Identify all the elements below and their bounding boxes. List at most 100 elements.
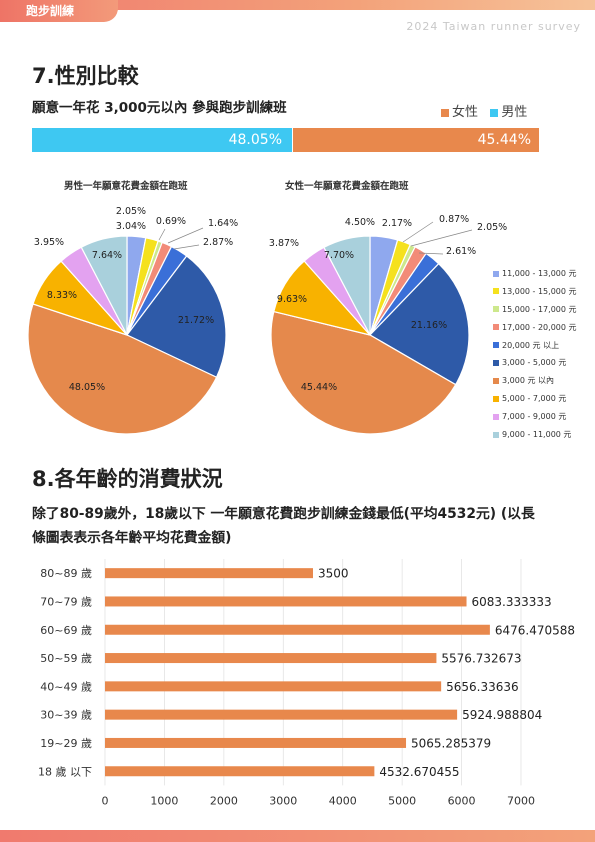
pie-legend-label: 15,000 - 17,000 元 bbox=[502, 304, 577, 314]
x-tick-label: 6000 bbox=[448, 794, 476, 807]
pie-slice bbox=[27, 303, 218, 435]
y-category-label: 40~49 歲 bbox=[40, 679, 92, 693]
pie-legend-swatch bbox=[493, 342, 499, 349]
pie-data-label: 2.87% bbox=[203, 237, 233, 248]
bar-value-label: 6476.470588 bbox=[495, 623, 575, 637]
pie-data-label: 0.69% bbox=[156, 216, 186, 227]
bar bbox=[105, 709, 458, 720]
bar bbox=[105, 624, 490, 635]
pie-legend-swatch bbox=[493, 395, 499, 402]
legend-male-label: 男性 bbox=[501, 105, 528, 120]
section8-subtitle-line2: 條圖表表示各年齡平均花費金額) bbox=[32, 530, 232, 546]
pie-legend-item: 5,000 - 7,000 元 bbox=[493, 393, 577, 411]
bar-value-label: 3500 bbox=[318, 567, 349, 581]
female-share-bar: 45.44% bbox=[293, 128, 539, 152]
x-tick-label: 4000 bbox=[329, 794, 357, 807]
y-category-label: 70~79 歲 bbox=[40, 594, 92, 608]
pie-legend-label: 11,000 - 13,000 元 bbox=[502, 269, 577, 278]
bar-value-label: 4532.670455 bbox=[379, 765, 459, 779]
top-accent-bar bbox=[0, 0, 595, 10]
pie-legend-item: 13,000 - 15,000 元 bbox=[493, 286, 577, 304]
pie-legend-item: 11,000 - 13,000 元 bbox=[493, 268, 577, 286]
x-tick-label: 5000 bbox=[388, 794, 416, 807]
pie-data-label: 7.64% bbox=[92, 250, 122, 261]
bar-value-label: 5065.285379 bbox=[411, 736, 491, 750]
pie-data-label: 4.50% bbox=[345, 217, 375, 228]
female-pie-chart: 4.50% 2.17% 0.87% 2.05% 2.61% 21.16% 45.44% 9.6… bbox=[269, 214, 507, 435]
section-tag: 跑步訓練 bbox=[0, 0, 118, 22]
y-category-label: 18 歲 以下 bbox=[38, 764, 92, 778]
pie-leader-line bbox=[173, 244, 200, 250]
y-category-label: 60~69 歲 bbox=[40, 623, 92, 637]
section8-title: 8.各年齡的消費狀況 bbox=[32, 467, 223, 491]
section8-subtitle-line1: 除了80-89歲外，18歲以下 一年願意花費跑步訓練金錢最低(平均4532元) … bbox=[32, 506, 535, 522]
bar-value-label: 5576.732673 bbox=[441, 652, 521, 666]
pie-data-label: 3.95% bbox=[34, 237, 64, 248]
pie-data-label: 9.63% bbox=[277, 294, 307, 305]
pie-slice bbox=[126, 255, 227, 379]
bar-value-label: 5656.33636 bbox=[446, 680, 519, 694]
y-category-label: 19~29 歲 bbox=[40, 736, 92, 750]
pie-legend-label: 3,000 元 以內 bbox=[502, 376, 554, 386]
pie-legend-swatch bbox=[493, 288, 499, 295]
age-spending-bar-chart: 0 1000 2000 3000 4000 5000 6000 7000 80~89 歲 3500… bbox=[38, 559, 575, 807]
bar bbox=[105, 568, 313, 579]
legend-male: 男性 bbox=[490, 105, 527, 120]
survey-caption: 2024 Taiwan runner survey bbox=[406, 20, 581, 33]
pie-legend-item: 20,000 元 以上 bbox=[493, 340, 577, 358]
y-category-label: 50~59 歲 bbox=[40, 651, 92, 665]
legend-female-swatch bbox=[441, 108, 449, 117]
bar bbox=[105, 596, 467, 607]
male-pie-title: 男性一年願意花費金額在跑班 bbox=[64, 181, 188, 192]
pie-data-label: 7.70% bbox=[324, 250, 354, 261]
male-share-bar: 48.05% bbox=[32, 128, 292, 152]
bar-value-label: 6083.333333 bbox=[472, 595, 552, 609]
pie-data-label: 2.17% bbox=[382, 218, 412, 229]
bar bbox=[105, 681, 442, 692]
pie-legend-label: 5,000 - 7,000 元 bbox=[502, 394, 567, 404]
pie-legend-item: 15,000 - 17,000 元 bbox=[493, 304, 577, 322]
x-tick-label: 0 bbox=[102, 794, 109, 807]
pie-data-label: 3.87% bbox=[269, 238, 299, 249]
x-tick-label: 2000 bbox=[210, 794, 238, 807]
pie-legend-item: 7,000 - 9,000 元 bbox=[493, 411, 577, 429]
pie-legend-label: 17,000 - 20,000 元 bbox=[502, 322, 577, 332]
pie-legend-item: 17,000 - 20,000 元 bbox=[493, 322, 577, 340]
pie-data-label: 8.33% bbox=[47, 290, 77, 301]
y-category-label: 80~89 歲 bbox=[40, 566, 92, 580]
legend-female-label: 女性 bbox=[452, 105, 479, 120]
bar bbox=[105, 766, 375, 777]
x-tick-label: 7000 bbox=[507, 794, 535, 807]
pie-slice bbox=[369, 262, 470, 386]
pie-legend-label: 13,000 - 15,000 元 bbox=[502, 286, 577, 296]
pie-legend-swatch bbox=[493, 431, 499, 438]
pie-legend-label: 7,000 - 9,000 元 bbox=[502, 412, 567, 422]
pie-leader-line bbox=[158, 228, 166, 241]
x-tick-label: 3000 bbox=[269, 794, 297, 807]
pie-leader-line bbox=[402, 221, 434, 243]
pie-legend-label: 20,000 元 以上 bbox=[502, 340, 560, 350]
pie-legend-swatch bbox=[493, 377, 499, 384]
pie-leader-line bbox=[410, 229, 473, 247]
section7-subtitle: 願意一年花 3,000元以內 參與跑步訓練班 bbox=[32, 100, 287, 116]
female-pie-title: 女性一年願意花費金額在跑班 bbox=[285, 181, 409, 192]
legend-female: 女性 bbox=[441, 105, 478, 120]
pie-legend-item: 3,000 元 以內 bbox=[493, 375, 577, 393]
pie-leader-line bbox=[167, 227, 204, 244]
legend-male-swatch bbox=[490, 108, 499, 117]
pie-slice bbox=[80, 235, 128, 336]
pie-data-label: 2.05% bbox=[116, 206, 146, 217]
pie-legend-swatch bbox=[493, 324, 499, 331]
pie-legend-swatch bbox=[493, 306, 499, 313]
pie-legend-label: 3,000 - 5,000 元 bbox=[502, 358, 567, 368]
pie-slice bbox=[323, 235, 371, 336]
male-pie-chart: 3.04% 2.05% 0.69% 1.64% 2.87% 21.72% 48.05% 8.3… bbox=[27, 206, 238, 435]
pie-data-label: 2.61% bbox=[446, 246, 476, 257]
pie-leader-line bbox=[418, 252, 444, 255]
pie-data-label: 21.72% bbox=[178, 315, 214, 326]
pie-legend-swatch bbox=[493, 413, 499, 420]
pie-data-label: 2.05% bbox=[477, 222, 507, 233]
section7-title: 7.性別比較 bbox=[32, 64, 139, 88]
pie-data-label: 1.64% bbox=[208, 218, 238, 229]
bar-value-label: 5924.988804 bbox=[462, 708, 542, 722]
